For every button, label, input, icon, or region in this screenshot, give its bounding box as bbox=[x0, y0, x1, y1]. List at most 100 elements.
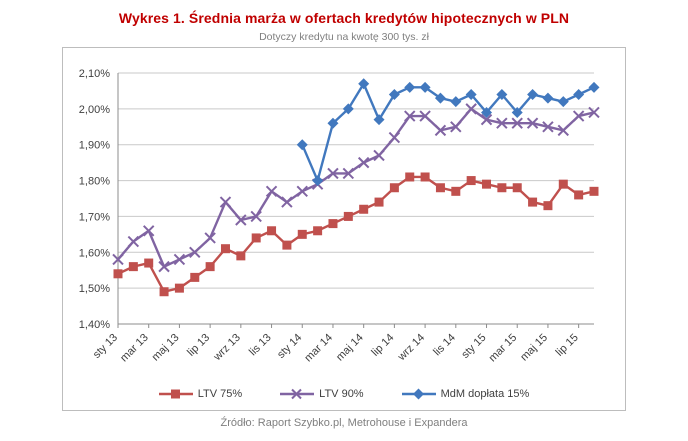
data-point bbox=[296, 185, 308, 198]
x-tick-label: sty 13 bbox=[91, 332, 120, 361]
data-point bbox=[297, 229, 307, 239]
data-point bbox=[465, 103, 477, 115]
data-point bbox=[190, 272, 200, 282]
data-point bbox=[482, 179, 492, 189]
data-point bbox=[358, 78, 370, 90]
y-tick-label: 1,50% bbox=[79, 283, 110, 295]
data-point bbox=[465, 89, 477, 101]
data-point bbox=[359, 204, 369, 214]
data-point bbox=[267, 226, 277, 236]
data-point bbox=[388, 131, 401, 144]
data-point bbox=[526, 117, 539, 129]
x-tick-label: mar 14 bbox=[302, 332, 335, 365]
data-point bbox=[282, 240, 292, 250]
data-point bbox=[434, 124, 447, 137]
data-point bbox=[450, 96, 462, 108]
x-tick-label: maj 13 bbox=[150, 332, 182, 364]
data-point bbox=[327, 167, 339, 180]
legend-item-ltv-75: LTV 75% bbox=[158, 388, 242, 400]
data-point bbox=[251, 233, 261, 243]
data-point bbox=[388, 89, 400, 101]
legend: LTV 75% LTV 90% MdM dopłata 15% bbox=[63, 388, 625, 400]
chart-area: 2,10% 2,00% 1,90% 1,80% 1,70% 1,60% 1,50% 1,40%… bbox=[62, 47, 626, 411]
data-point bbox=[434, 92, 446, 104]
data-point bbox=[328, 219, 338, 229]
data-point bbox=[265, 185, 278, 198]
data-point bbox=[588, 106, 600, 119]
y-tick-label: 1,60% bbox=[79, 247, 110, 259]
y-tick-label: 1,80% bbox=[79, 176, 110, 188]
y-tick-label: 1,40% bbox=[79, 319, 110, 331]
data-point bbox=[342, 167, 355, 180]
data-point bbox=[296, 139, 308, 151]
data-point bbox=[357, 156, 370, 169]
data-point bbox=[313, 226, 323, 236]
data-point bbox=[250, 210, 262, 223]
data-point bbox=[466, 176, 476, 186]
data-point bbox=[112, 253, 124, 266]
data-point bbox=[127, 235, 140, 248]
x-tick-label: mar 13 bbox=[118, 332, 151, 365]
x-tick-label: lis 13 bbox=[247, 332, 274, 359]
series-line-0 bbox=[117, 175, 595, 293]
data-point bbox=[236, 251, 246, 261]
data-point bbox=[404, 81, 416, 93]
data-point bbox=[527, 89, 539, 101]
x-tick-label: lis 14 bbox=[431, 332, 458, 359]
data-point bbox=[511, 117, 523, 129]
data-point bbox=[451, 186, 461, 196]
legend-item-mdm: MdM dopłata 15% bbox=[401, 388, 529, 400]
data-point bbox=[405, 172, 415, 182]
y-tick-label: 1,90% bbox=[79, 140, 110, 152]
data-point bbox=[572, 110, 585, 122]
data-point bbox=[435, 183, 445, 193]
x-tick-label: lip 15 bbox=[554, 332, 581, 359]
x-tick-label: wrz 14 bbox=[395, 332, 427, 364]
y-tick-label: 2,00% bbox=[79, 104, 110, 116]
legend-marker-x-icon bbox=[280, 388, 315, 400]
chart-subtitle: Dotyczy kredytu na kwotę 300 tys. zł bbox=[259, 31, 429, 43]
data-point bbox=[588, 81, 600, 93]
data-point bbox=[557, 124, 569, 137]
data-point bbox=[389, 183, 399, 193]
data-point bbox=[420, 172, 430, 182]
data-point bbox=[528, 197, 538, 207]
data-point bbox=[496, 89, 508, 101]
data-point bbox=[144, 258, 154, 268]
data-point bbox=[557, 96, 569, 108]
data-point bbox=[343, 211, 353, 221]
data-point bbox=[373, 114, 385, 126]
data-point bbox=[589, 186, 599, 196]
x-tick-label: maj 14 bbox=[334, 332, 366, 364]
x-tick-label: maj 15 bbox=[518, 332, 550, 364]
data-point bbox=[511, 106, 523, 118]
legend-marker-square-icon bbox=[158, 389, 193, 399]
data-point bbox=[143, 225, 155, 237]
legend-marker-diamond-icon bbox=[401, 388, 436, 400]
source-note: Źródło: Raport Szybko.pl, Metrohouse i E… bbox=[220, 417, 468, 429]
data-point bbox=[404, 110, 416, 122]
data-point bbox=[450, 121, 462, 133]
data-point bbox=[373, 149, 385, 162]
x-tick-label: sty 14 bbox=[275, 332, 304, 361]
x-tick-label: mar 15 bbox=[487, 332, 520, 365]
data-point bbox=[128, 262, 138, 272]
data-point bbox=[419, 110, 431, 122]
data-point bbox=[374, 197, 384, 207]
data-point bbox=[159, 287, 169, 297]
data-point bbox=[573, 89, 585, 101]
data-point bbox=[174, 283, 184, 293]
y-tick-label: 1,70% bbox=[79, 211, 110, 223]
data-point bbox=[543, 201, 553, 211]
data-point bbox=[497, 183, 507, 193]
data-point bbox=[205, 262, 215, 272]
data-point bbox=[158, 260, 170, 273]
legend-label: LTV 90% bbox=[319, 388, 364, 400]
data-point bbox=[204, 232, 216, 244]
data-point bbox=[542, 121, 554, 133]
data-point bbox=[574, 190, 584, 200]
data-point bbox=[512, 183, 522, 193]
data-point bbox=[496, 117, 508, 129]
data-point bbox=[558, 179, 568, 189]
